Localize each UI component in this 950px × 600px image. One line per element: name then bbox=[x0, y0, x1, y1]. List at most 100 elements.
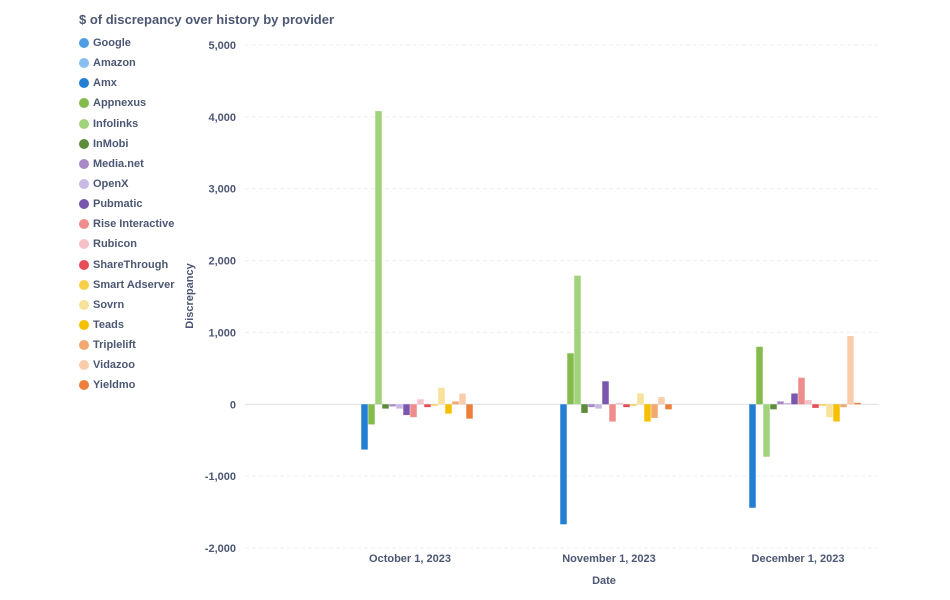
bar-sovrn-november-1-2023[interactable] bbox=[637, 393, 644, 405]
bar-infolinks-november-1-2023[interactable] bbox=[574, 275, 581, 405]
legend-item-triplelift[interactable]: Triplelift bbox=[79, 335, 175, 355]
legend-swatch bbox=[79, 219, 89, 230]
legend-label: Vidazoo bbox=[93, 359, 135, 372]
x-axis-ticks: October 1, 2023 November 1, 2023 December … bbox=[369, 553, 844, 565]
legend-label: OpenX bbox=[93, 178, 129, 191]
legend-label: Triplelift bbox=[93, 339, 136, 352]
bar-amx-december-1-2023[interactable] bbox=[749, 404, 756, 508]
legend-label: ShareThrough bbox=[93, 258, 169, 271]
bar-openx-december-1-2023[interactable] bbox=[784, 402, 791, 405]
bar-teads-december-1-2023[interactable] bbox=[833, 404, 840, 422]
bar-smart-adserver-december-1-2023[interactable] bbox=[819, 404, 826, 406]
bar-pubmatic-october-1-2023[interactable] bbox=[403, 404, 410, 416]
legend-item-yieldmo[interactable]: Yieldmo bbox=[79, 375, 175, 395]
legend-item-teads[interactable]: Teads bbox=[79, 315, 175, 335]
bar-inmobi-november-1-2023[interactable] bbox=[581, 404, 588, 413]
bar-media-net-december-1-2023[interactable] bbox=[777, 401, 784, 405]
bar-triplelift-november-1-2023[interactable] bbox=[651, 404, 658, 418]
legend-item-smart-adserver[interactable]: Smart Adserver bbox=[79, 275, 175, 295]
bar-appnexus-december-1-2023[interactable] bbox=[756, 346, 763, 405]
legend-swatch bbox=[79, 279, 89, 290]
bar-smart-adserver-november-1-2023[interactable] bbox=[630, 404, 637, 406]
x-axis-label: Date bbox=[592, 575, 616, 587]
bar-rise-interactive-november-1-2023[interactable] bbox=[609, 404, 616, 422]
bar-sovrn-october-1-2023[interactable] bbox=[438, 387, 445, 405]
bar-infolinks-october-1-2023[interactable] bbox=[375, 111, 382, 405]
legend-swatch bbox=[79, 199, 89, 210]
legend-swatch bbox=[79, 138, 89, 149]
bar-infolinks-december-1-2023[interactable] bbox=[763, 404, 770, 457]
bar-yieldmo-november-1-2023[interactable] bbox=[665, 404, 672, 410]
bar-rubicon-december-1-2023[interactable] bbox=[805, 399, 812, 405]
bar-sharethrough-november-1-2023[interactable] bbox=[623, 404, 630, 408]
legend-label: Infolinks bbox=[93, 117, 139, 130]
legend-item-amazon[interactable]: Amazon bbox=[79, 53, 175, 73]
legend-item-sovrn[interactable]: Sovrn bbox=[79, 295, 175, 315]
legend-item-vidazoo[interactable]: Vidazoo bbox=[79, 355, 175, 375]
bar-pubmatic-november-1-2023[interactable] bbox=[602, 381, 609, 405]
legend-swatch bbox=[79, 259, 89, 270]
legend-swatch bbox=[79, 158, 89, 169]
bar-amx-october-1-2023[interactable] bbox=[361, 404, 368, 450]
bar-inmobi-december-1-2023[interactable] bbox=[770, 404, 777, 410]
legend-label: Sovrn bbox=[93, 298, 125, 311]
legend-label: Media.net bbox=[93, 157, 144, 170]
legend-item-infolinks[interactable]: Infolinks bbox=[79, 114, 175, 134]
bar-sharethrough-october-1-2023[interactable] bbox=[424, 404, 431, 408]
legend-item-inmobi[interactable]: InMobi bbox=[79, 134, 175, 154]
legend-label: Teads bbox=[93, 319, 124, 332]
bar-media-net-october-1-2023[interactable] bbox=[389, 404, 396, 407]
bar-smart-adserver-october-1-2023[interactable] bbox=[431, 404, 438, 406]
legend-item-google[interactable]: Google bbox=[79, 33, 175, 53]
y-tick-label: 0 bbox=[230, 399, 236, 411]
bar-vidazoo-december-1-2023[interactable] bbox=[847, 336, 854, 405]
bar-sovrn-december-1-2023[interactable] bbox=[826, 404, 833, 418]
y-axis-label: Discrepancy bbox=[184, 262, 196, 328]
y-tick-label: -1,000 bbox=[205, 471, 236, 483]
bar-vidazoo-november-1-2023[interactable] bbox=[658, 397, 665, 405]
bar-triplelift-december-1-2023[interactable] bbox=[840, 404, 847, 408]
bar-teads-november-1-2023[interactable] bbox=[644, 404, 651, 422]
legend-item-sharethrough[interactable]: ShareThrough bbox=[79, 255, 175, 275]
legend-swatch bbox=[79, 340, 89, 351]
bar-yieldmo-october-1-2023[interactable] bbox=[466, 404, 473, 419]
bar-yieldmo-december-1-2023[interactable] bbox=[854, 402, 861, 405]
y-tick-label: -2,000 bbox=[205, 543, 236, 555]
bar-openx-november-1-2023[interactable] bbox=[595, 404, 602, 409]
legend-item-rise-interactive[interactable]: Rise Interactive bbox=[79, 214, 175, 234]
y-tick-label: 4,000 bbox=[208, 112, 236, 124]
bar-appnexus-november-1-2023[interactable] bbox=[567, 353, 574, 405]
bar-vidazoo-october-1-2023[interactable] bbox=[459, 393, 466, 405]
bar-rubicon-october-1-2023[interactable] bbox=[417, 399, 424, 405]
legend-label: Google bbox=[93, 37, 131, 50]
legend-label: Amx bbox=[93, 77, 117, 90]
legend-item-pubmatic[interactable]: Pubmatic bbox=[79, 194, 175, 214]
legend-label: Pubmatic bbox=[93, 198, 143, 211]
legend-swatch bbox=[79, 179, 89, 190]
bar-inmobi-october-1-2023[interactable] bbox=[382, 404, 389, 409]
bar-teads-october-1-2023[interactable] bbox=[445, 404, 452, 414]
y-tick-label: 2,000 bbox=[208, 256, 236, 268]
legend-label: Rubicon bbox=[93, 238, 137, 251]
bar-rise-interactive-october-1-2023[interactable] bbox=[410, 404, 417, 418]
bar-pubmatic-december-1-2023[interactable] bbox=[791, 393, 798, 405]
bar-triplelift-october-1-2023[interactable] bbox=[452, 401, 459, 405]
legend-label: Amazon bbox=[93, 57, 136, 70]
legend-item-amx[interactable]: Amx bbox=[79, 73, 175, 93]
bar-media-net-november-1-2023[interactable] bbox=[588, 404, 595, 408]
bar-appnexus-october-1-2023[interactable] bbox=[368, 404, 375, 425]
legend-item-rubicon[interactable]: Rubicon bbox=[79, 234, 175, 254]
bar-amx-november-1-2023[interactable] bbox=[560, 404, 567, 525]
legend-label: InMobi bbox=[93, 137, 129, 150]
bars bbox=[361, 111, 861, 525]
legend-swatch bbox=[79, 98, 89, 109]
bar-rise-interactive-december-1-2023[interactable] bbox=[798, 377, 805, 405]
bar-rubicon-november-1-2023[interactable] bbox=[616, 402, 623, 405]
bar-sharethrough-december-1-2023[interactable] bbox=[812, 404, 819, 408]
legend-item-openx[interactable]: OpenX bbox=[79, 174, 175, 194]
legend-item-appnexus[interactable]: Appnexus bbox=[79, 93, 175, 113]
legend-item-media-net[interactable]: Media.net bbox=[79, 154, 175, 174]
bar-openx-october-1-2023[interactable] bbox=[396, 404, 403, 409]
x-tick-label: October 1, 2023 bbox=[369, 553, 451, 565]
